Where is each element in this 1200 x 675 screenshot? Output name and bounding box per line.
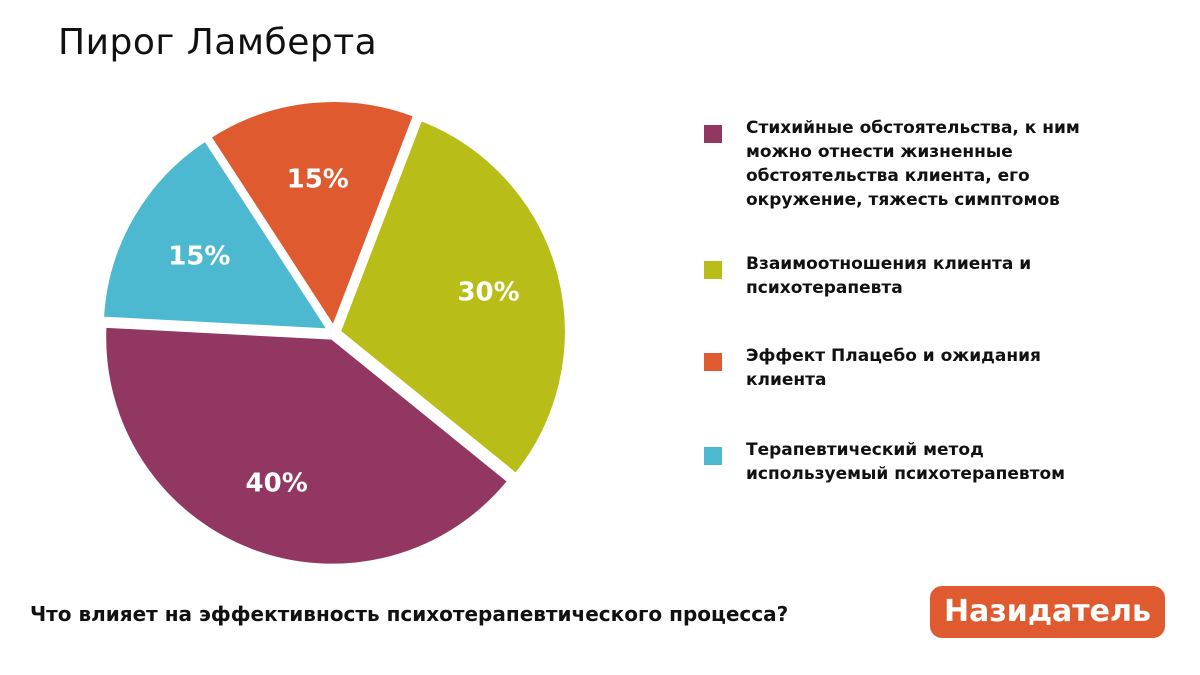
legend-label: Терапевтический метод используемый психо…	[746, 440, 1066, 484]
legend-label: Взаимоотношения клиента и психотерапевта	[746, 254, 1032, 298]
logo[interactable]: Назидатель	[930, 586, 1165, 638]
slice-label: 15%	[287, 164, 349, 194]
legend-swatch	[704, 261, 722, 279]
pie-chart: 30% 40% 15% 15%	[99, 98, 569, 568]
legend-label: Эффект Плацебо и ожидания клиента	[746, 346, 1041, 390]
question-text: Что влияет на эффективность психотерапев…	[30, 602, 789, 626]
legend-swatch	[704, 125, 722, 143]
slice-label: 30%	[457, 278, 519, 308]
slide-title: Пирог Ламберта	[58, 22, 378, 63]
pie-slice	[99, 136, 334, 333]
legend-label: Стихийные обстоятельства, к ним можно от…	[746, 118, 1080, 210]
pie-slice	[102, 323, 513, 568]
pie-slice	[206, 98, 418, 333]
legend-swatch	[704, 353, 722, 371]
pie-slice	[336, 116, 569, 479]
legend-swatch	[704, 447, 722, 465]
slice-label: 40%	[246, 468, 308, 498]
slice-label: 15%	[168, 241, 230, 271]
